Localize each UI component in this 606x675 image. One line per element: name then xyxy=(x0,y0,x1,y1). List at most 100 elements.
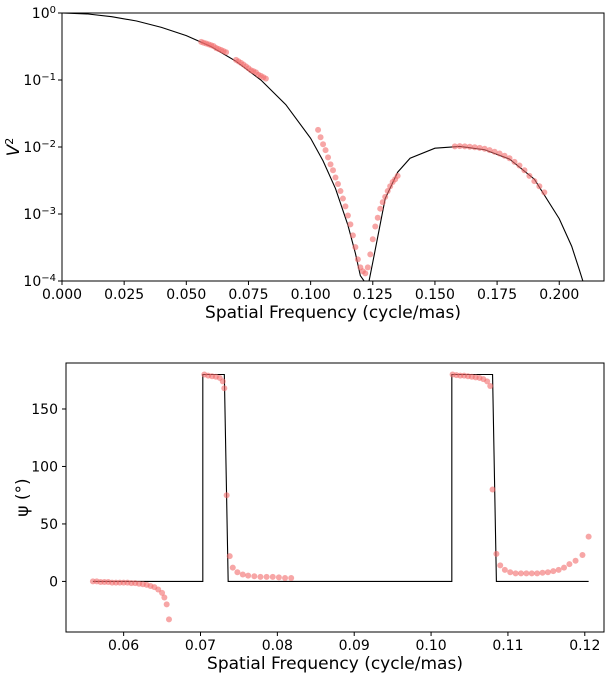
x-tick-label: 0.150 xyxy=(415,287,455,303)
y-tick-label: 50 xyxy=(40,517,58,533)
y-tick-label-base: 10 xyxy=(23,140,41,156)
data-point xyxy=(245,572,252,579)
data-point xyxy=(451,143,458,150)
data-point xyxy=(163,601,170,608)
y-tick-label-exponent: −4 xyxy=(41,273,56,284)
visibility-axes-frame xyxy=(61,12,605,282)
data-point xyxy=(369,236,376,243)
data-point xyxy=(555,566,562,573)
data-point xyxy=(374,214,381,221)
data-point xyxy=(528,570,535,577)
data-point xyxy=(487,382,494,389)
x-tick-label: 0.12 xyxy=(569,638,600,654)
x-tick-label: 0.07 xyxy=(185,638,216,654)
data-point xyxy=(516,162,523,169)
x-tick-label: 0.025 xyxy=(104,287,144,303)
data-point xyxy=(334,181,341,188)
visibility-y-axis-label-sup: 2 xyxy=(3,138,16,145)
data-point xyxy=(566,561,573,568)
data-point xyxy=(507,569,514,576)
data-point xyxy=(382,193,389,200)
data-point xyxy=(550,568,557,575)
data-point xyxy=(493,550,500,557)
data-point xyxy=(531,178,538,185)
data-point xyxy=(315,126,322,133)
y-tick-label: 10−2 xyxy=(23,139,56,157)
data-point xyxy=(257,573,264,580)
data-point xyxy=(506,155,513,162)
data-point xyxy=(262,75,269,82)
data-point xyxy=(229,564,236,571)
data-point xyxy=(585,533,592,540)
data-point xyxy=(377,205,384,212)
visibility-panel: 0.000 0.025 0.050 0.075 0.100 0.125 0.150 0.175… xyxy=(3,5,605,323)
data-point xyxy=(349,232,356,239)
y-tick-label: 10−1 xyxy=(23,72,56,90)
data-point xyxy=(234,569,241,576)
data-point xyxy=(501,152,508,159)
data-point xyxy=(165,616,172,623)
y-tick-label-base: 10 xyxy=(32,6,50,22)
y-tick-label-base: 10 xyxy=(23,207,41,223)
data-point xyxy=(579,551,586,558)
data-point xyxy=(536,183,543,190)
data-point xyxy=(330,167,336,174)
x-tick-label: 0.050 xyxy=(166,287,206,303)
data-point xyxy=(352,244,359,251)
data-point xyxy=(461,143,468,150)
y-tick-label-base: 10 xyxy=(23,73,41,89)
data-point xyxy=(339,195,346,202)
visibility-y-axis-label-base: V xyxy=(4,143,24,156)
x-tick-label: 0.11 xyxy=(492,638,523,654)
x-tick-label: 0.175 xyxy=(477,287,517,303)
data-point xyxy=(491,148,498,155)
data-point xyxy=(501,566,508,573)
data-point xyxy=(223,492,230,499)
phase-panel: 0.06 0.07 0.08 0.09 0.10 0.11 0.12 0 50 100 150 S… xyxy=(13,362,605,674)
data-point xyxy=(466,143,473,150)
visibility-x-axis-label: Spatial Frequency (cycle/mas) xyxy=(205,303,461,323)
data-point xyxy=(226,553,233,560)
data-point xyxy=(239,571,246,578)
x-tick-label: 0.10 xyxy=(415,638,446,654)
data-point xyxy=(484,378,491,385)
data-point xyxy=(379,199,386,206)
data-point xyxy=(517,570,524,577)
data-point xyxy=(161,594,168,601)
x-tick-label: 0.09 xyxy=(339,638,370,654)
data-point xyxy=(320,141,327,148)
data-point xyxy=(251,573,258,580)
data-point xyxy=(489,486,496,493)
data-point xyxy=(327,161,334,168)
y-tick-label: 10−4 xyxy=(23,273,56,291)
x-tick-label: 0.200 xyxy=(539,287,579,303)
x-tick-label: 0.000 xyxy=(42,287,82,303)
data-point xyxy=(275,574,282,581)
data-point xyxy=(337,188,344,195)
x-tick-label: 0.06 xyxy=(108,638,139,654)
data-point xyxy=(539,569,546,576)
y-tick-label: 10−3 xyxy=(23,206,56,224)
data-point xyxy=(486,147,493,154)
data-point xyxy=(223,49,230,56)
data-point xyxy=(497,562,504,569)
data-point xyxy=(541,189,548,196)
data-point xyxy=(344,212,351,219)
data-point xyxy=(496,150,503,157)
phase-y-axis-label: ψ (°) xyxy=(13,478,33,516)
data-point xyxy=(572,557,579,564)
data-point xyxy=(347,221,354,228)
data-point xyxy=(354,256,361,263)
data-point xyxy=(481,145,488,152)
phase-axes-frame xyxy=(65,362,605,633)
data-point xyxy=(367,251,374,258)
y-tick-label-exponent: −1 xyxy=(41,72,56,83)
data-point xyxy=(521,167,528,174)
y-tick-label: 100 xyxy=(31,459,58,475)
visibility-y-axis-label: V2 xyxy=(3,138,25,157)
visibility-x-ticks: 0.000 0.025 0.050 0.075 0.100 0.125 0.150 0.175… xyxy=(42,281,579,303)
x-tick-label: 0.075 xyxy=(228,287,268,303)
y-tick-label-exponent: 0 xyxy=(50,5,56,16)
